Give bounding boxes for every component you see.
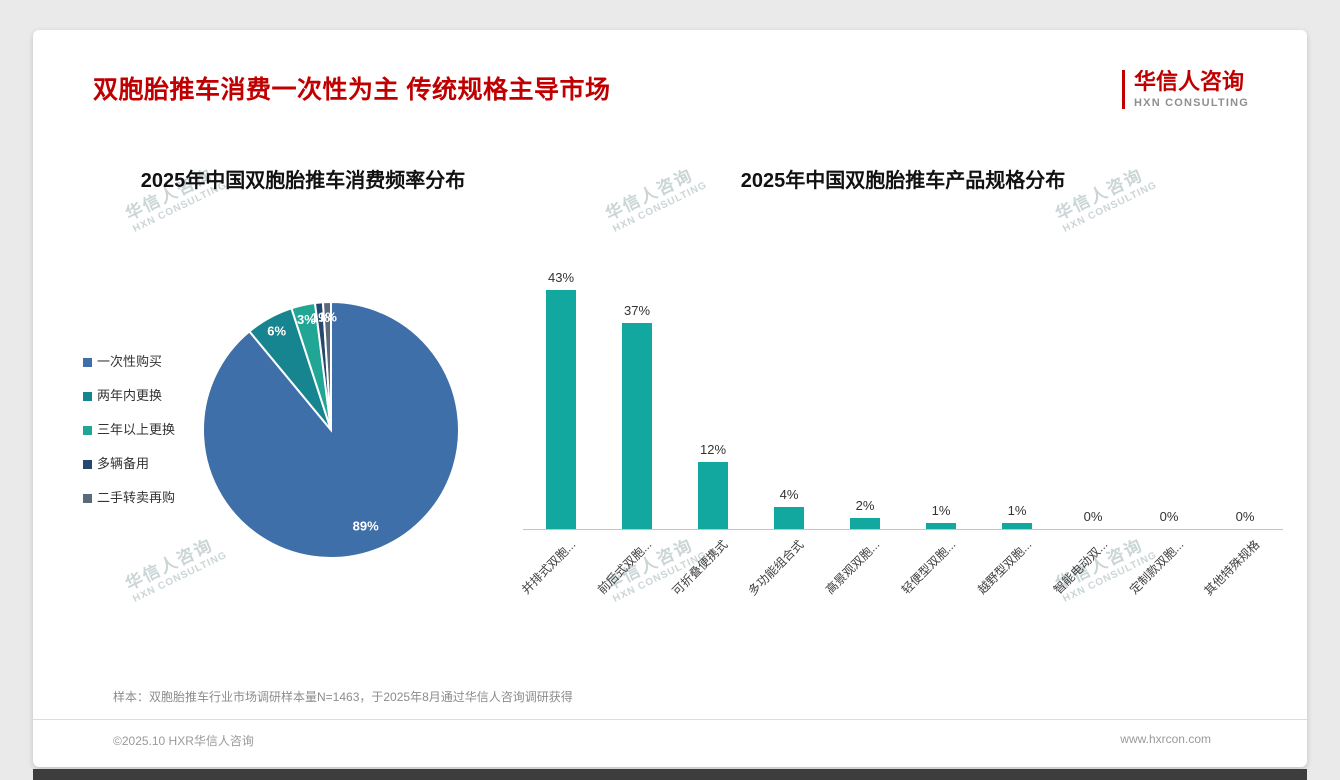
copyright-text: ©2025.10 HXR华信人咨询 [113,734,254,749]
bar-column: 0% 智能电动双... [1051,280,1131,597]
logo-name-en: HXN CONSULTING [1134,97,1249,110]
legend-label: 一次性购买 [97,354,163,370]
pie-slice-4 [321,301,332,431]
legend-label: 三年以上更换 [97,422,176,438]
bar-value-label: 0% [1159,509,1179,525]
bar-category-text: 智能电动双... [1050,537,1111,598]
bar-value-label: 12% [699,442,727,458]
bar-column: 0% 其他特殊规格 [1201,280,1283,598]
bar-category-text: 前后式双胞... [594,537,655,598]
legend-swatch [83,357,92,367]
bar-chart-section: 2025年中国双胞胎推车产品规格分布 43% 并排式双胞... 37% 前后式双胞..… [519,167,1283,648]
pie-chart-section: 2025年中国双胞胎推车消费频率分布 一次性购买两年内更换三年以上更换 多辆备用二… [83,167,523,648]
pie-chart-body: 一次性购买两年内更换三年以上更换 多辆备用二手转卖再购 89% 6% 3% 1% 1% [83,290,523,570]
bar-value-label: 2% [855,498,875,514]
bar-value-label: 4% [779,487,799,503]
pie-chart: 89% 6% 3%1%1% [201,301,460,560]
pie-chart-title: 2025年中国双胞胎推车消费频率分布 [140,170,466,193]
legend-item: 两年内更换 [83,387,179,405]
bar-chart-plot: 43% 并排式双胞... 37% 前后式双胞... 12% 可折叠便携式 4% 多功能组合式 2… [519,270,1283,598]
legend-item: 多辆备用 [83,455,179,473]
bar-value-label: 0% [1235,509,1255,525]
pie-legend: 一次性购买两年内更换三年以上更换 多辆备用二手转卖再购 [83,353,179,507]
legend-swatch [83,391,92,401]
bar-value-label: 37% [623,303,651,319]
bar-column: 4% 多功能组合式 [745,280,827,598]
bar-category-text: 多功能组合式 [745,537,807,599]
legend-label: 二手转卖再购 [97,490,176,506]
bar-value-label: 43% [547,270,575,286]
footer-bar: ©2025.10 HXR华信人咨询 www.hxrcon.com [33,720,1307,749]
page-title: 双胞胎推车消费一次性为主 传统规格主导市场 [93,76,611,104]
legend-item: 三年以上更换 [83,421,179,439]
legend-label: 多辆备用 [97,456,150,472]
pie-slice-label: 1% [318,310,337,325]
legend-swatch [83,425,92,435]
bar-chart-title: 2025年中国双胞胎推车产品规格分布 [740,170,1066,193]
bar-value-label: 0% [1083,509,1103,525]
charts-area: 2025年中国双胞胎推车消费频率分布 一次性购买两年内更换三年以上更换 多辆备用二… [33,167,1307,648]
bar-column: 0% 定制款双胞... [1127,280,1207,597]
bar-column: 12% 可折叠便携式 [669,280,751,598]
bar-column: 1% 轻便型双胞... [899,280,979,597]
bar-column: 2% 高景观双胞... [823,280,903,597]
divider [33,719,1307,721]
pie-slice-label: 89% [353,518,379,533]
bar [850,518,880,530]
bar-column: 43% 并排式双胞... [519,270,599,597]
brand-logo: 华信人咨询 HXN CONSULTING [1122,69,1249,110]
logo-accent-bar [1122,70,1126,110]
pie-slice-label: 3% [297,312,316,327]
legend-swatch [83,459,92,469]
bar-category-text: 其他特殊规格 [1201,537,1263,599]
logo-text: 华信人咨询 HXN CONSULTING [1134,69,1249,110]
bar-category-text: 越野型双胞... [974,537,1035,598]
header: 双胞胎推车消费一次性为主 传统规格主导市场 华信人咨询 HXN CONSULTI… [33,30,1307,110]
legend-swatch [83,493,92,503]
bar-category-text: 可折叠便携式 [669,537,731,599]
bar-category-text: 高景观双胞... [822,537,883,598]
pie-slice-label: 6% [267,323,286,338]
legend-item: 二手转卖再购 [83,489,179,507]
bar-value-label: 1% [931,503,951,519]
bar-column: 1% 越野型双胞... [975,280,1055,597]
sample-footnote: 样本：双胞胎推车行业市场调研样本量N=1463，于2025年8月通过华信人咨询调… [113,690,573,705]
slide-card: 双胞胎推车消费一次性为主 传统规格主导市场 华信人咨询 HXN CONSULTI… [33,30,1307,767]
logo-name-cn: 华信人咨询 [1134,69,1245,94]
legend-item: 一次性购买 [83,353,179,371]
bar-category-text: 并排式双胞... [518,537,579,598]
bar [698,462,728,530]
legend-label: 两年内更换 [97,388,163,404]
bar [774,507,804,530]
bar [622,323,652,530]
bar-value-label: 1% [1007,503,1027,519]
bar [1002,523,1032,530]
bottom-bar [33,769,1307,780]
website-text: www.hxrcon.com [1120,732,1211,747]
bar [546,290,576,530]
bar-category-text: 定制款双胞... [1126,537,1187,598]
bar-category-text: 轻便型双胞... [898,537,959,598]
pie-slice-label: 1% [311,310,330,325]
bar [926,523,956,530]
bar-column: 37% 前后式双胞... [595,280,675,597]
